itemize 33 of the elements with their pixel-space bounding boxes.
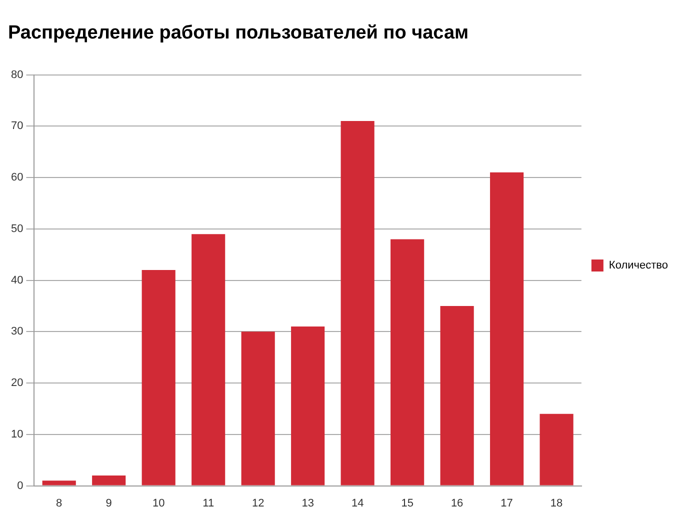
legend-label: Количество <box>608 260 668 272</box>
x-tick-label: 9 <box>106 497 112 510</box>
bar <box>241 332 275 486</box>
bar <box>42 480 76 486</box>
bar <box>540 414 574 486</box>
y-tick-label: 70 <box>10 120 24 132</box>
y-tick-label: 40 <box>10 274 24 286</box>
bar <box>490 172 524 486</box>
x-tick-label: 18 <box>550 497 563 510</box>
y-tick-label: 20 <box>10 377 24 390</box>
bar <box>291 326 325 486</box>
bar <box>390 239 424 486</box>
y-tick-label: 60 <box>10 172 24 184</box>
chart-title: Распределение работы пользователей по часам <box>8 22 469 44</box>
y-tick-label: 30 <box>10 326 24 338</box>
x-tick-label: 17 <box>500 497 513 510</box>
bar <box>92 476 126 486</box>
x-tick-label: 15 <box>401 497 414 510</box>
y-tick-label: 80 <box>10 68 24 81</box>
y-tick-label: 10 <box>10 428 24 440</box>
x-tick-label: 12 <box>252 497 264 510</box>
bar <box>142 270 176 486</box>
x-tick-label: 8 <box>56 497 62 510</box>
x-tick-label: 14 <box>351 497 364 510</box>
x-tick-label: 10 <box>152 497 165 510</box>
x-tick-label: 13 <box>302 497 314 510</box>
y-tick-label: 50 <box>10 222 24 235</box>
bar <box>340 121 374 486</box>
bar <box>192 234 226 486</box>
y-tick-label: 0 <box>17 480 24 492</box>
x-tick-label: 11 <box>202 497 214 510</box>
bar <box>440 306 474 486</box>
x-tick-label: 16 <box>450 497 464 510</box>
